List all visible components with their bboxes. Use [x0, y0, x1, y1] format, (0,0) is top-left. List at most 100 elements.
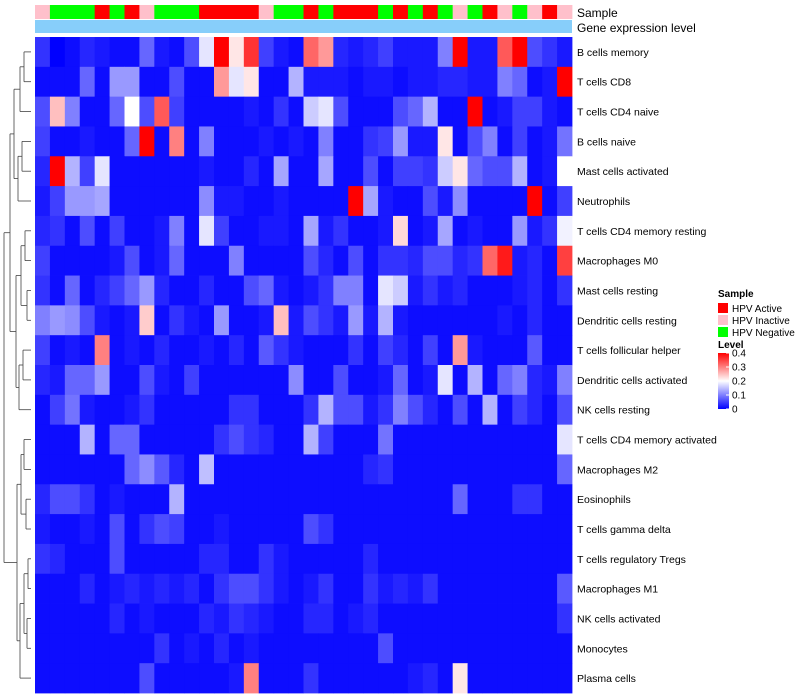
- heatmap-cell: [184, 186, 200, 217]
- heatmap-cell: [199, 514, 215, 545]
- heatmap-cell: [527, 66, 543, 98]
- heatmap-cell: [124, 126, 140, 157]
- heatmap-cell: [363, 365, 379, 396]
- heatmap-cell: [542, 663, 558, 694]
- heatmap-cell: [184, 66, 200, 98]
- heatmap-cell: [542, 514, 558, 545]
- heatmap-cell: [243, 305, 260, 336]
- heatmap-cell: [452, 603, 468, 634]
- row-label: Neutrophils: [577, 196, 630, 208]
- sample-annotation-cell: [228, 5, 245, 19]
- heatmap-cell: [393, 365, 409, 396]
- heatmap-cell: [542, 66, 558, 98]
- heatmap-cell: [109, 66, 125, 98]
- heatmap-cell: [288, 573, 304, 604]
- heatmap-cell: [258, 335, 275, 366]
- heatmap-cell: [363, 394, 379, 426]
- heatmap-cell: [497, 424, 513, 455]
- heatmap-cell: [288, 156, 304, 187]
- heatmap-cell: [422, 454, 439, 485]
- heatmap-cell: [199, 186, 215, 217]
- heatmap-cell: [348, 156, 364, 187]
- heatmap-cell: [557, 394, 573, 426]
- heatmap-cell: [527, 335, 543, 366]
- heatmap-cell: [542, 37, 558, 68]
- row-label: Mast cells resting: [577, 286, 658, 298]
- heatmap-cell: [333, 603, 349, 634]
- heatmap-cell: [422, 245, 439, 276]
- heatmap-cell: [243, 96, 260, 127]
- heatmap-cell: [497, 335, 513, 366]
- heatmap-cell: [467, 543, 483, 575]
- heatmap-cell: [79, 66, 96, 98]
- heatmap-cell: [49, 424, 66, 455]
- heatmap-cell: [437, 186, 454, 217]
- heatmap-cell: [393, 603, 409, 634]
- heatmap-cell: [184, 573, 200, 604]
- heatmap-cell: [214, 96, 230, 127]
- heatmap-cell: [139, 424, 155, 455]
- heatmap-cell: [184, 335, 200, 366]
- heatmap-cell: [243, 603, 260, 634]
- heatmap-cell: [497, 126, 513, 157]
- heatmap-cell: [482, 454, 498, 485]
- heatmap-cell: [467, 245, 483, 276]
- heatmap-cell: [49, 66, 66, 98]
- heatmap-cell: [422, 394, 439, 426]
- heatmap-cell: [348, 96, 364, 127]
- heatmap-cell: [437, 245, 454, 276]
- heatmap-cell: [154, 126, 170, 157]
- heatmap-cell: [124, 454, 140, 485]
- heatmap-cell: [348, 275, 364, 306]
- sample-annotation-cell: [35, 5, 51, 19]
- heatmap-cell: [49, 335, 66, 366]
- heatmap-cell: [288, 66, 304, 98]
- heatmap-cell: [512, 633, 528, 664]
- heatmap-cell: [467, 305, 483, 336]
- heatmap-cell: [318, 603, 334, 634]
- heatmap-cell: [452, 335, 468, 366]
- heatmap-cell: [273, 543, 289, 575]
- heatmap-cell: [378, 66, 394, 98]
- legend-item-label: HPV Active: [732, 304, 782, 315]
- heatmap-cell: [228, 603, 245, 634]
- heatmap-cell: [64, 96, 81, 127]
- heatmap-cell: [407, 543, 424, 575]
- row-label: Mast cells activated: [577, 166, 669, 178]
- sample-annotation-cell: [348, 5, 364, 19]
- heatmap-cell: [49, 394, 66, 426]
- heatmap-cell: [109, 573, 125, 604]
- heatmap-cell: [378, 663, 394, 694]
- heatmap-cell: [467, 186, 483, 217]
- heatmap-cell: [49, 484, 66, 515]
- heatmap-cell: [243, 663, 260, 694]
- heatmap-cell: [512, 365, 528, 396]
- heatmap-cell: [452, 156, 468, 187]
- heatmap-cells: [35, 37, 573, 694]
- heatmap-cell: [109, 186, 125, 217]
- legend-item-label: HPV Negative: [732, 328, 795, 339]
- heatmap-cell: [348, 543, 364, 575]
- heatmap-cell: [467, 335, 483, 366]
- heatmap-cell: [363, 305, 379, 336]
- heatmap-cell: [393, 96, 409, 127]
- heatmap-cell: [557, 663, 573, 694]
- heatmap-cell: [199, 365, 215, 396]
- heatmap-cell: [94, 603, 110, 634]
- heatmap-cell: [437, 454, 454, 485]
- heatmap-cell: [348, 365, 364, 396]
- heatmap-cell: [169, 514, 185, 545]
- sample-annotation-cell: [109, 5, 125, 19]
- heatmap-cell: [378, 573, 394, 604]
- heatmap-cell: [303, 573, 319, 604]
- heatmap-cell: [318, 573, 334, 604]
- heatmap-cell: [467, 156, 483, 187]
- heatmap-cell: [35, 633, 51, 664]
- heatmap-cell: [184, 96, 200, 127]
- heatmap-cell: [109, 603, 125, 634]
- heatmap-cell: [214, 484, 230, 515]
- heatmap-cell: [497, 305, 513, 336]
- heatmap-cell: [184, 37, 200, 68]
- heatmap-cell: [199, 335, 215, 366]
- heatmap-cell: [407, 424, 424, 455]
